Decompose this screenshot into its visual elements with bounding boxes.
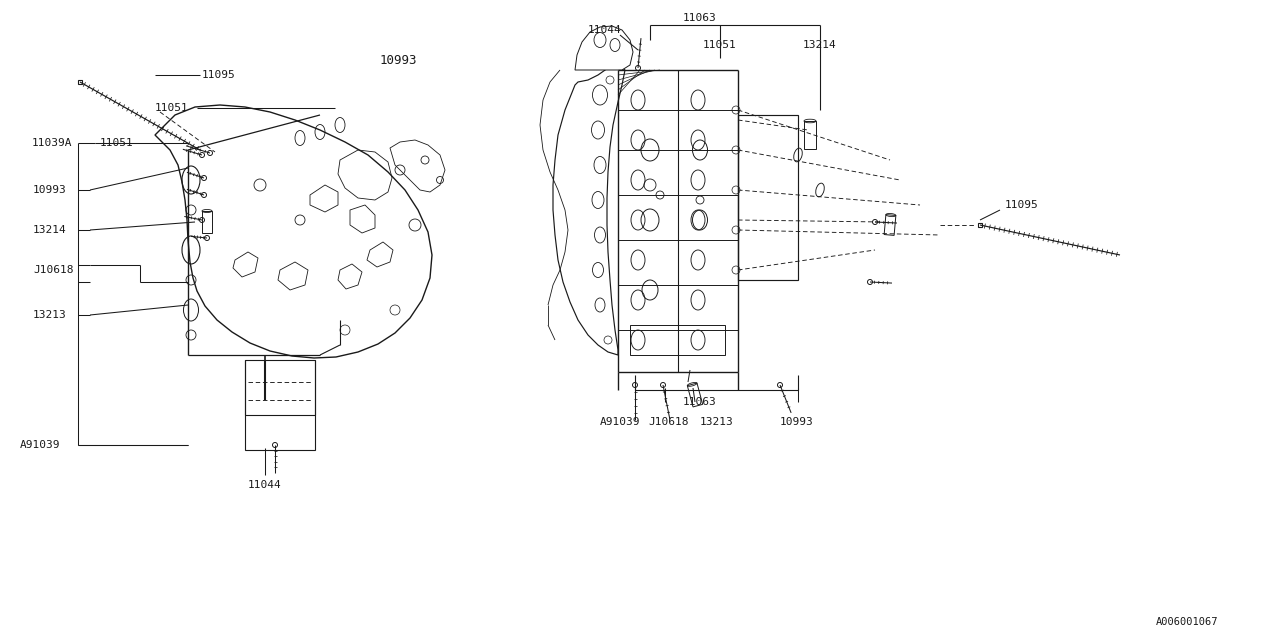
Polygon shape bbox=[553, 65, 625, 355]
Text: 11051: 11051 bbox=[703, 40, 737, 50]
Text: 11051: 11051 bbox=[100, 138, 133, 148]
Text: A006001067: A006001067 bbox=[1156, 617, 1219, 627]
Text: 11095: 11095 bbox=[1005, 200, 1039, 210]
Bar bbox=[630, 325, 724, 355]
Text: A91039: A91039 bbox=[600, 417, 640, 427]
Text: 13213: 13213 bbox=[700, 417, 733, 427]
Polygon shape bbox=[155, 105, 433, 358]
Text: 10993: 10993 bbox=[780, 417, 814, 427]
Text: 11044: 11044 bbox=[248, 480, 282, 490]
Bar bbox=[739, 115, 797, 280]
Text: 10993: 10993 bbox=[33, 185, 67, 195]
Text: 13214: 13214 bbox=[33, 225, 67, 235]
Text: A91039: A91039 bbox=[20, 440, 60, 450]
Polygon shape bbox=[575, 26, 634, 70]
Text: 11044: 11044 bbox=[588, 25, 622, 35]
Text: 11051: 11051 bbox=[155, 103, 188, 113]
Text: 13213: 13213 bbox=[33, 310, 67, 320]
Text: 11063: 11063 bbox=[684, 13, 717, 23]
Text: 10993: 10993 bbox=[380, 54, 417, 67]
Text: 11095: 11095 bbox=[202, 70, 236, 80]
Text: 11039A: 11039A bbox=[32, 138, 73, 148]
Text: 13214: 13214 bbox=[803, 40, 837, 50]
Text: J10618: J10618 bbox=[648, 417, 689, 427]
Text: 11063: 11063 bbox=[684, 397, 717, 407]
Text: J10618: J10618 bbox=[33, 265, 73, 275]
Bar bbox=[244, 360, 315, 450]
